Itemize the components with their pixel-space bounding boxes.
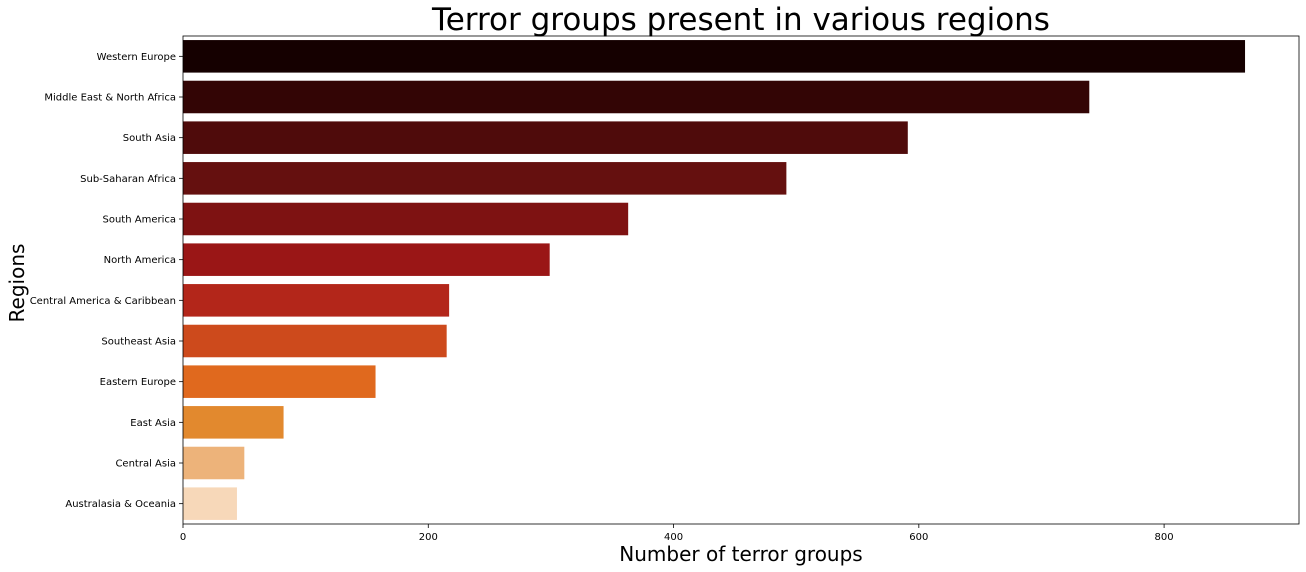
y-axis-ticks: Western Europe Middle East & North Africa…: [30, 52, 183, 510]
y-tick-label: South America: [103, 215, 177, 226]
y-tick-label: East Asia: [130, 418, 176, 429]
chart-title: Terror groups present in various regions: [431, 2, 1050, 38]
y-tick-label: Central America & Caribbean: [30, 296, 176, 307]
bar: [183, 121, 908, 154]
bar: [183, 365, 376, 398]
x-tick-label: 800: [1155, 532, 1174, 543]
bar: [183, 202, 629, 236]
plot-frame: [182, 35, 1300, 525]
x-axis-ticks: 0 200 400 600 800: [180, 524, 1174, 543]
bar: [183, 324, 447, 358]
x-tick-label: 0: [180, 532, 186, 543]
y-tick-label: Southeast Asia: [101, 337, 176, 348]
bar: [183, 487, 237, 520]
bar: [183, 446, 245, 480]
y-tick-label: North America: [104, 255, 176, 266]
y-tick-label: Eastern Europe: [100, 377, 176, 388]
bar: [183, 80, 1090, 114]
bar: [183, 162, 787, 195]
x-tick-label: 600: [909, 532, 928, 543]
x-axis-title: Number of terror groups: [619, 542, 862, 566]
y-tick-label: South Asia: [123, 133, 176, 144]
bar: [183, 243, 550, 276]
bars-group: [183, 40, 1246, 520]
bar: [183, 40, 1246, 73]
y-tick-label: Central Asia: [115, 459, 176, 470]
bar: [183, 284, 450, 317]
x-tick-label: 400: [664, 532, 683, 543]
y-tick-label: Sub-Saharan Africa: [80, 174, 176, 185]
bar: [183, 406, 284, 439]
y-tick-label: Australasia & Oceania: [65, 499, 176, 510]
y-tick-label: Middle East & North Africa: [44, 93, 176, 104]
y-axis-title: Regions: [5, 244, 29, 323]
x-tick-label: 200: [419, 532, 438, 543]
y-tick-label: Western Europe: [97, 52, 176, 63]
